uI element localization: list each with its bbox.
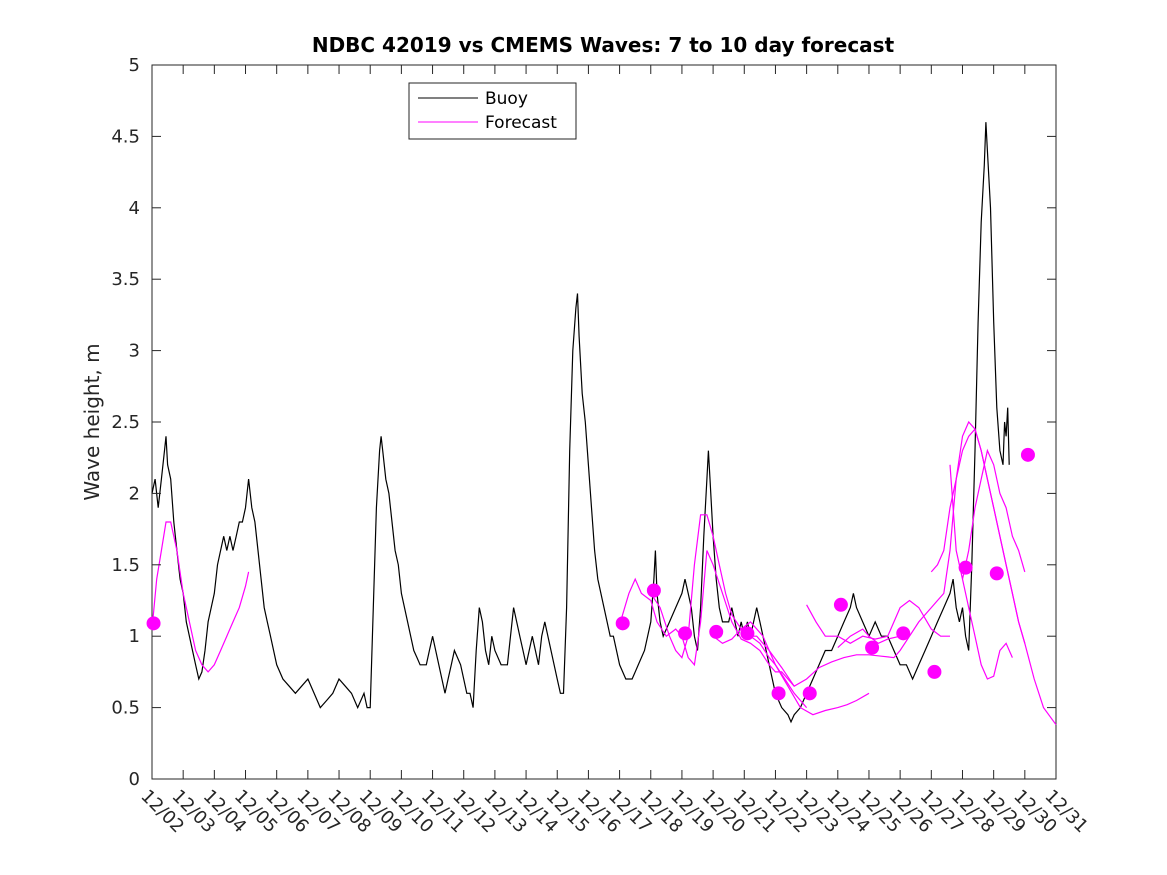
series-forecast-line bbox=[650, 514, 808, 708]
y-tick-label: 1 bbox=[129, 626, 140, 647]
legend-box bbox=[408, 82, 577, 140]
y-tick-label: 4 bbox=[129, 198, 140, 219]
forecast-start-marker bbox=[740, 626, 755, 641]
forecast-start-marker bbox=[678, 626, 693, 641]
series-forecast-line bbox=[712, 621, 870, 716]
forecast-start-marker bbox=[833, 597, 848, 612]
series-forecast-line bbox=[837, 628, 901, 649]
series-forecast-line bbox=[930, 427, 1026, 644]
forecast-start-marker bbox=[646, 583, 661, 598]
series-buoy-line bbox=[151, 122, 1010, 724]
y-tick-label: 4.5 bbox=[111, 126, 140, 147]
forecast-start-marker bbox=[771, 686, 786, 701]
forecast-start-marker bbox=[896, 626, 911, 641]
forecast-start-marker bbox=[146, 616, 161, 631]
forecast-start-marker bbox=[1020, 447, 1035, 462]
y-tick-label: 0 bbox=[129, 769, 140, 790]
forecast-start-marker bbox=[958, 560, 973, 575]
legend-forecast-label: Forecast bbox=[485, 113, 557, 133]
forecast-start-marker bbox=[802, 686, 817, 701]
forecast-start-marker bbox=[989, 566, 1004, 581]
series-forecast-line bbox=[961, 448, 1026, 580]
y-axis-label: Wave height, m bbox=[80, 343, 104, 500]
y-tick-label: 0.5 bbox=[111, 698, 140, 719]
y-axis-ticks: 0 0.5 1 1.5 2 2.5 3 3.5 4 4.5 5 bbox=[111, 55, 1056, 790]
forecast-start-marker bbox=[615, 616, 630, 631]
forecast-start-marker bbox=[865, 640, 880, 655]
y-tick-label: 2 bbox=[129, 483, 140, 504]
plot-area bbox=[146, 64, 1057, 780]
y-tick-label: 5 bbox=[129, 55, 140, 76]
series-forecast-line bbox=[151, 521, 250, 673]
legend-buoy-label: Buoy bbox=[485, 89, 528, 109]
legend: Buoy Forecast bbox=[408, 82, 577, 140]
forecast-start-marker bbox=[709, 624, 724, 639]
y-tick-label: 3 bbox=[129, 341, 140, 362]
y-tick-label: 2.5 bbox=[111, 412, 140, 433]
y-tick-label: 1.5 bbox=[111, 555, 140, 576]
axes-box bbox=[151, 64, 1057, 780]
series-forecast-line bbox=[806, 599, 950, 644]
y-tick-label: 3.5 bbox=[111, 269, 140, 290]
series-forecast-line bbox=[619, 550, 795, 687]
forecast-start-marker bbox=[927, 664, 942, 679]
chart-title: NDBC 42019 vs CMEMS Waves: 7 to 10 day f… bbox=[312, 33, 895, 57]
